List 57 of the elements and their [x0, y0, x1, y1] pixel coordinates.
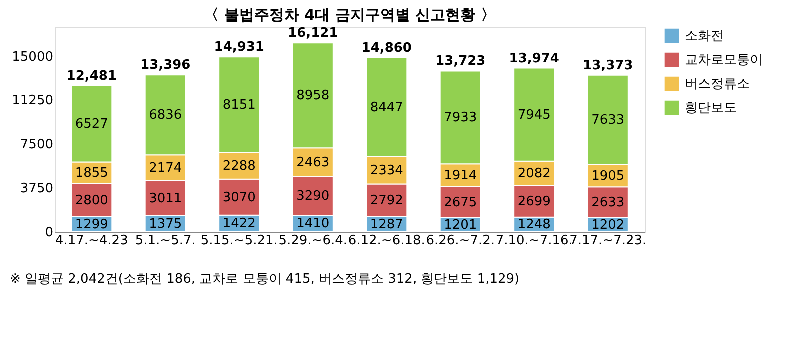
x-tick-label: 4.17.~4.23: [55, 234, 128, 248]
data-label: 8151: [222, 98, 256, 113]
data-label: 2082: [518, 166, 551, 182]
chart-title: 〈 불법주정차 4대 금지구역별 신고현황 〉: [204, 6, 496, 24]
data-label: 1201: [444, 218, 478, 233]
x-tick-label: 5.15.~5.21.: [200, 234, 278, 248]
total-label: 14,931: [214, 40, 264, 56]
legend-label: 버스정류소: [685, 77, 750, 92]
y-tick-label: 0: [45, 226, 54, 240]
data-label: 1410: [296, 216, 330, 232]
data-label: 6836: [149, 108, 182, 124]
x-tick-label: 6.26.~7.2.: [426, 234, 496, 248]
total-label: 13,723: [436, 54, 486, 70]
x-tick-label: 5.29.~6.4.: [278, 234, 348, 248]
data-label: 2699: [518, 194, 551, 210]
total-label: 13,373: [583, 58, 634, 74]
data-label: 2675: [444, 195, 478, 210]
total-label: 12,481: [66, 68, 117, 84]
data-label: 2792: [370, 194, 404, 209]
data-label: 2174: [149, 160, 182, 176]
y-tick-label: 15000: [12, 50, 54, 65]
data-label: 2633: [592, 196, 625, 210]
total-label: 13,974: [509, 51, 560, 66]
total-label: 13,396: [140, 58, 191, 74]
data-label: 2288: [222, 158, 256, 174]
data-label: 6527: [75, 117, 108, 132]
y-tick-label: 11250: [12, 94, 54, 109]
data-label: 1375: [149, 216, 182, 232]
total-label: 16,121: [288, 26, 338, 42]
data-label: 3290: [296, 189, 330, 204]
data-label: 2800: [75, 193, 108, 208]
data-label: 1914: [444, 168, 478, 184]
data-label: 2463: [296, 156, 330, 171]
legend-label: 소화전: [685, 29, 724, 44]
data-label: 1287: [370, 217, 404, 232]
x-tick-label: 6.12.~6.18.: [348, 234, 426, 248]
y-tick-label: 3750: [20, 182, 54, 197]
x-tick-label: 5.1.~5.7.: [135, 234, 196, 248]
data-label: 7633: [592, 113, 625, 128]
legend-label: 교차로모퉁이: [685, 53, 763, 68]
data-label: 1248: [518, 218, 551, 233]
data-label: 1855: [75, 166, 108, 182]
data-label: 8958: [296, 88, 330, 104]
data-label: 1299: [75, 217, 108, 232]
data-label: 1905: [592, 168, 625, 184]
data-label: 2334: [370, 164, 404, 179]
legend-label: 횡단보도: [685, 101, 737, 116]
total-label: 14,860: [362, 40, 412, 56]
data-label: 3011: [149, 191, 182, 206]
data-label: 1422: [222, 216, 256, 232]
data-label: 3070: [222, 190, 256, 206]
data-label: 7933: [444, 110, 478, 126]
data-label: 7945: [518, 108, 551, 123]
data-label: 8447: [370, 100, 404, 116]
data-label: 1202: [592, 218, 625, 233]
y-tick-label: 7500: [20, 138, 54, 153]
text: ※ 일평균 2,042건(소화전 186, 교차로 모퉁이 415, 버스정류소 312, 횡단보도 1,129): [10, 272, 520, 287]
